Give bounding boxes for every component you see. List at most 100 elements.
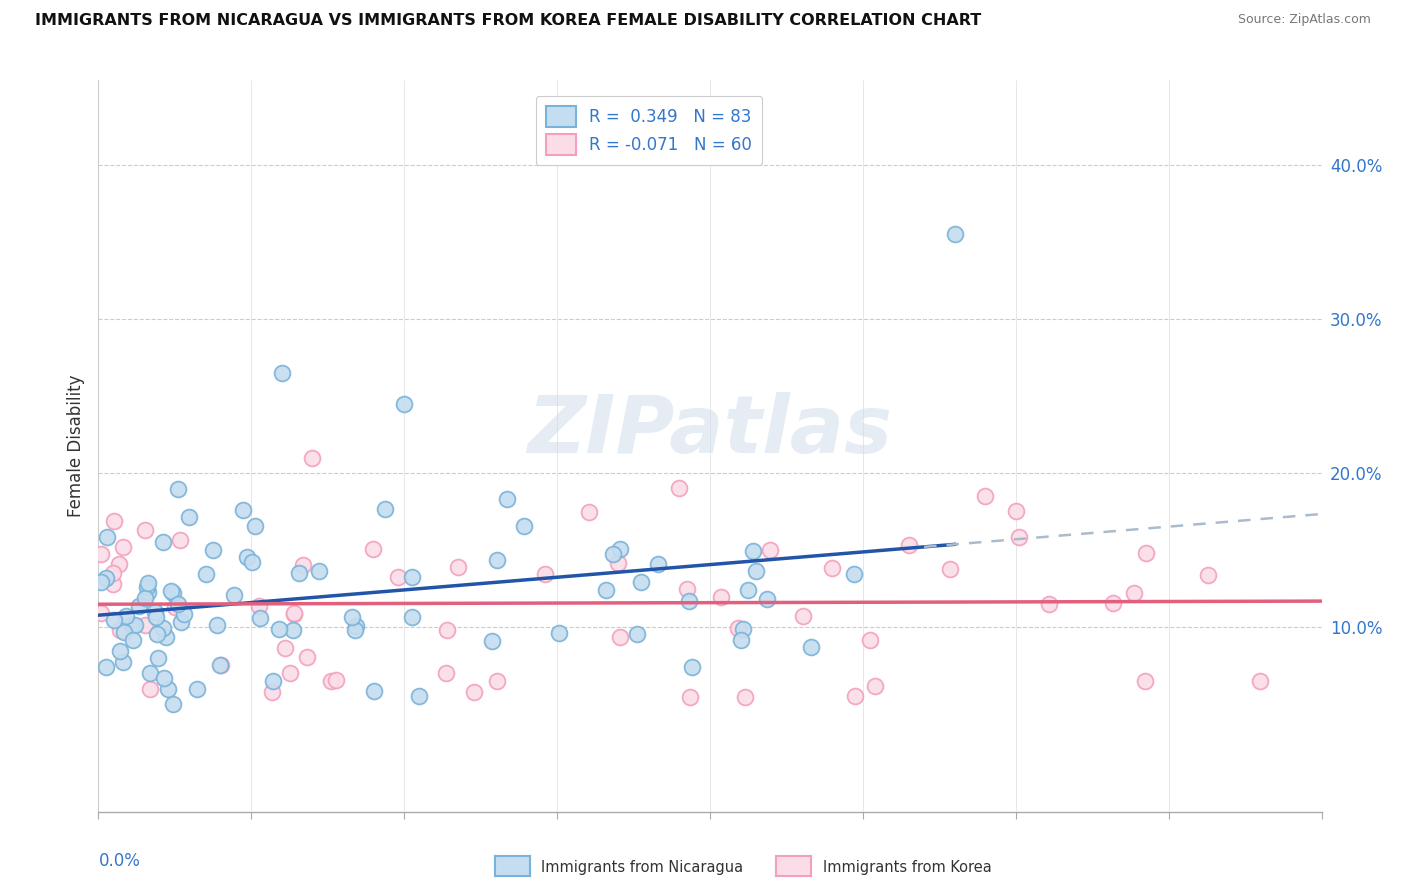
- Point: [136, 585, 159, 599]
- Point: [668, 481, 690, 495]
- Point: [121, 618, 143, 632]
- Point: [800, 640, 823, 655]
- Point: [408, 690, 430, 704]
- Point: [166, 482, 188, 496]
- Point: [146, 626, 169, 640]
- Point: [301, 450, 323, 465]
- Text: Immigrants from Nicaragua: Immigrants from Nicaragua: [541, 860, 744, 874]
- Point: [170, 615, 193, 629]
- Point: [236, 550, 259, 565]
- Point: [1008, 530, 1031, 544]
- Point: [325, 673, 347, 687]
- Point: [401, 610, 423, 624]
- Point: [267, 622, 290, 636]
- Point: [340, 610, 363, 624]
- Point: [145, 605, 167, 619]
- Point: [630, 574, 652, 589]
- Point: [179, 510, 201, 524]
- Point: [247, 599, 270, 614]
- Point: [134, 524, 156, 538]
- Point: [308, 564, 330, 578]
- Y-axis label: Female Disability: Female Disability: [66, 375, 84, 517]
- Point: [274, 640, 297, 655]
- Point: [742, 544, 765, 558]
- Point: [262, 673, 284, 688]
- Point: [101, 566, 124, 581]
- Point: [124, 618, 146, 632]
- Point: [205, 618, 228, 632]
- Point: [392, 397, 416, 411]
- Point: [626, 627, 648, 641]
- Point: [595, 582, 617, 597]
- Point: [134, 591, 156, 605]
- Point: [1123, 586, 1146, 600]
- Point: [447, 559, 470, 574]
- Point: [821, 560, 844, 574]
- Point: [463, 684, 485, 698]
- Point: [974, 489, 997, 503]
- Point: [496, 491, 519, 506]
- Point: [578, 504, 600, 518]
- Point: [195, 566, 218, 581]
- Point: [734, 690, 756, 704]
- Point: [744, 564, 766, 578]
- Point: [155, 630, 177, 644]
- Point: [209, 658, 232, 673]
- Point: [647, 558, 669, 572]
- Point: [111, 540, 134, 554]
- Point: [162, 586, 184, 600]
- Point: [173, 607, 195, 622]
- Point: [676, 582, 699, 597]
- Point: [96, 530, 118, 544]
- Point: [1249, 673, 1271, 688]
- Point: [278, 666, 301, 681]
- Point: [283, 624, 305, 638]
- Point: [243, 519, 266, 533]
- Point: [202, 543, 225, 558]
- Point: [607, 556, 630, 570]
- Point: [679, 690, 702, 705]
- Point: [153, 672, 176, 686]
- Point: [485, 673, 508, 688]
- Point: [270, 366, 292, 380]
- Point: [844, 567, 866, 582]
- Text: Immigrants from Korea: Immigrants from Korea: [823, 860, 991, 874]
- Point: [548, 625, 571, 640]
- Point: [145, 610, 167, 624]
- Point: [152, 535, 174, 549]
- Point: [108, 557, 131, 571]
- Point: [939, 562, 962, 576]
- Point: [224, 589, 246, 603]
- Text: IMMIGRANTS FROM NICARAGUA VS IMMIGRANTS FROM KOREA FEMALE DISABILITY CORRELATION: IMMIGRANTS FROM NICARAGUA VS IMMIGRANTS …: [35, 13, 981, 29]
- Point: [128, 599, 150, 613]
- Point: [898, 538, 921, 552]
- Point: [283, 607, 305, 621]
- Point: [122, 632, 145, 647]
- Point: [90, 547, 112, 561]
- Point: [90, 574, 112, 589]
- Point: [159, 584, 181, 599]
- Point: [169, 533, 191, 547]
- Point: [387, 569, 409, 583]
- Point: [533, 567, 555, 582]
- Point: [374, 501, 396, 516]
- Point: [283, 607, 305, 622]
- Point: [96, 571, 118, 585]
- Point: [731, 622, 754, 636]
- Point: [681, 660, 703, 674]
- Point: [186, 681, 208, 696]
- Point: [727, 621, 749, 635]
- Point: [139, 666, 162, 681]
- Point: [111, 656, 134, 670]
- Point: [108, 644, 131, 658]
- Point: [101, 576, 124, 591]
- Point: [1133, 674, 1156, 689]
- Point: [262, 684, 284, 698]
- Point: [730, 633, 752, 648]
- Point: [146, 651, 169, 665]
- Point: [240, 555, 263, 569]
- Point: [166, 597, 188, 611]
- Point: [295, 650, 318, 665]
- Point: [401, 570, 423, 584]
- Point: [156, 682, 179, 697]
